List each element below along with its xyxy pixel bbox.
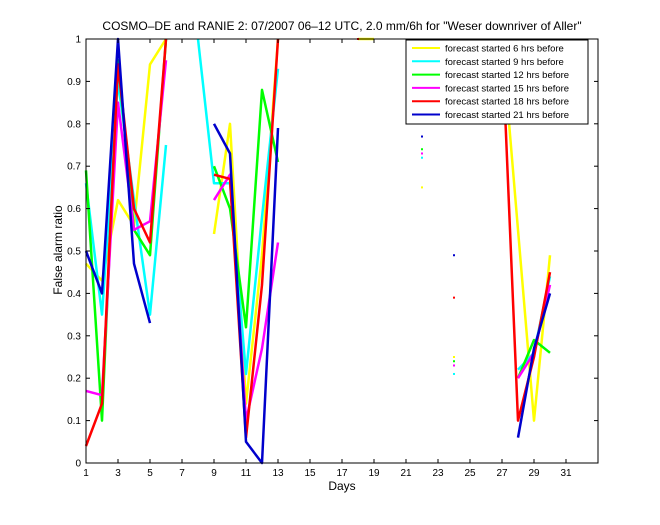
legend-label: forecast started 18 hrs before bbox=[445, 97, 569, 108]
x-tick-label: 31 bbox=[560, 468, 572, 479]
series-layer bbox=[84, 37, 552, 465]
x-tick-label: 13 bbox=[272, 468, 284, 479]
series-point bbox=[421, 186, 423, 189]
series-point bbox=[421, 156, 423, 159]
series-point bbox=[453, 296, 455, 299]
x-tick-label: 17 bbox=[336, 468, 348, 479]
legend: forecast started 6 hrs before forecast st… bbox=[405, 39, 589, 125]
legend-label: forecast started 6 hrs before bbox=[445, 44, 564, 55]
series-point bbox=[453, 356, 455, 358]
y-tick-label: 0.9 bbox=[67, 77, 81, 88]
x-tick-label: 25 bbox=[464, 468, 476, 479]
series-line bbox=[85, 38, 168, 282]
series-line bbox=[84, 38, 168, 422]
series-line bbox=[516, 293, 552, 438]
y-tick-label: 0.2 bbox=[67, 374, 81, 385]
legend-box bbox=[405, 39, 589, 125]
y-tick-label: 0.3 bbox=[67, 331, 81, 342]
legend-label: forecast started 15 hrs before bbox=[445, 83, 569, 94]
series-line bbox=[500, 38, 552, 422]
y-tick-label: 0 bbox=[75, 459, 81, 470]
x-axis-label: Days bbox=[328, 479, 355, 493]
x-tick-label: 21 bbox=[400, 468, 412, 479]
chart-title: COSMO–DE and RANIE 2: 07/2007 06–12 UTC,… bbox=[102, 19, 581, 33]
series-line bbox=[212, 123, 280, 465]
series-line bbox=[212, 88, 280, 329]
series-point bbox=[421, 148, 423, 151]
x-tick-label: 3 bbox=[115, 468, 121, 479]
series-point bbox=[453, 372, 455, 375]
legend-label: forecast started 12 hrs before bbox=[445, 70, 569, 81]
x-tick-label: 15 bbox=[304, 468, 316, 479]
y-tick-label: 0.8 bbox=[67, 119, 81, 130]
x-tick-label: 1 bbox=[83, 468, 89, 479]
series-line bbox=[516, 338, 551, 379]
series-point bbox=[421, 135, 423, 138]
x-tick-label: 5 bbox=[147, 468, 153, 479]
series-line bbox=[84, 38, 168, 447]
x-tick-label: 9 bbox=[211, 468, 217, 479]
y-tick-label: 0.7 bbox=[67, 162, 81, 173]
series-line bbox=[213, 38, 280, 439]
series-point bbox=[453, 364, 455, 367]
y-tick-label: 0.6 bbox=[67, 204, 81, 215]
x-tick-label: 11 bbox=[241, 468, 252, 479]
y-tick-label: 1 bbox=[75, 35, 81, 46]
series-point bbox=[453, 254, 455, 257]
y-tick-label: 0.4 bbox=[67, 289, 81, 300]
legend-label: forecast started 21 hrs before bbox=[445, 110, 569, 121]
x-tick-label: 27 bbox=[496, 468, 508, 479]
y-axis-label: False alarm ratio bbox=[51, 205, 65, 295]
x-tick-label: 7 bbox=[179, 468, 185, 479]
series-point bbox=[421, 152, 423, 155]
ticks-layer: 1 3 5 7 9 11 13 15 17 19 21 23 25 27 29 3100.10.20.30.4… bbox=[67, 35, 598, 479]
x-tick-label: 19 bbox=[368, 468, 380, 479]
y-tick-label: 0.1 bbox=[67, 416, 81, 427]
series-point bbox=[453, 360, 455, 363]
legend-label: forecast started 9 hrs before bbox=[445, 57, 564, 68]
y-tick-label: 0.5 bbox=[67, 247, 81, 258]
x-tick-label: 23 bbox=[432, 468, 444, 479]
x-tick-label: 29 bbox=[528, 468, 540, 479]
